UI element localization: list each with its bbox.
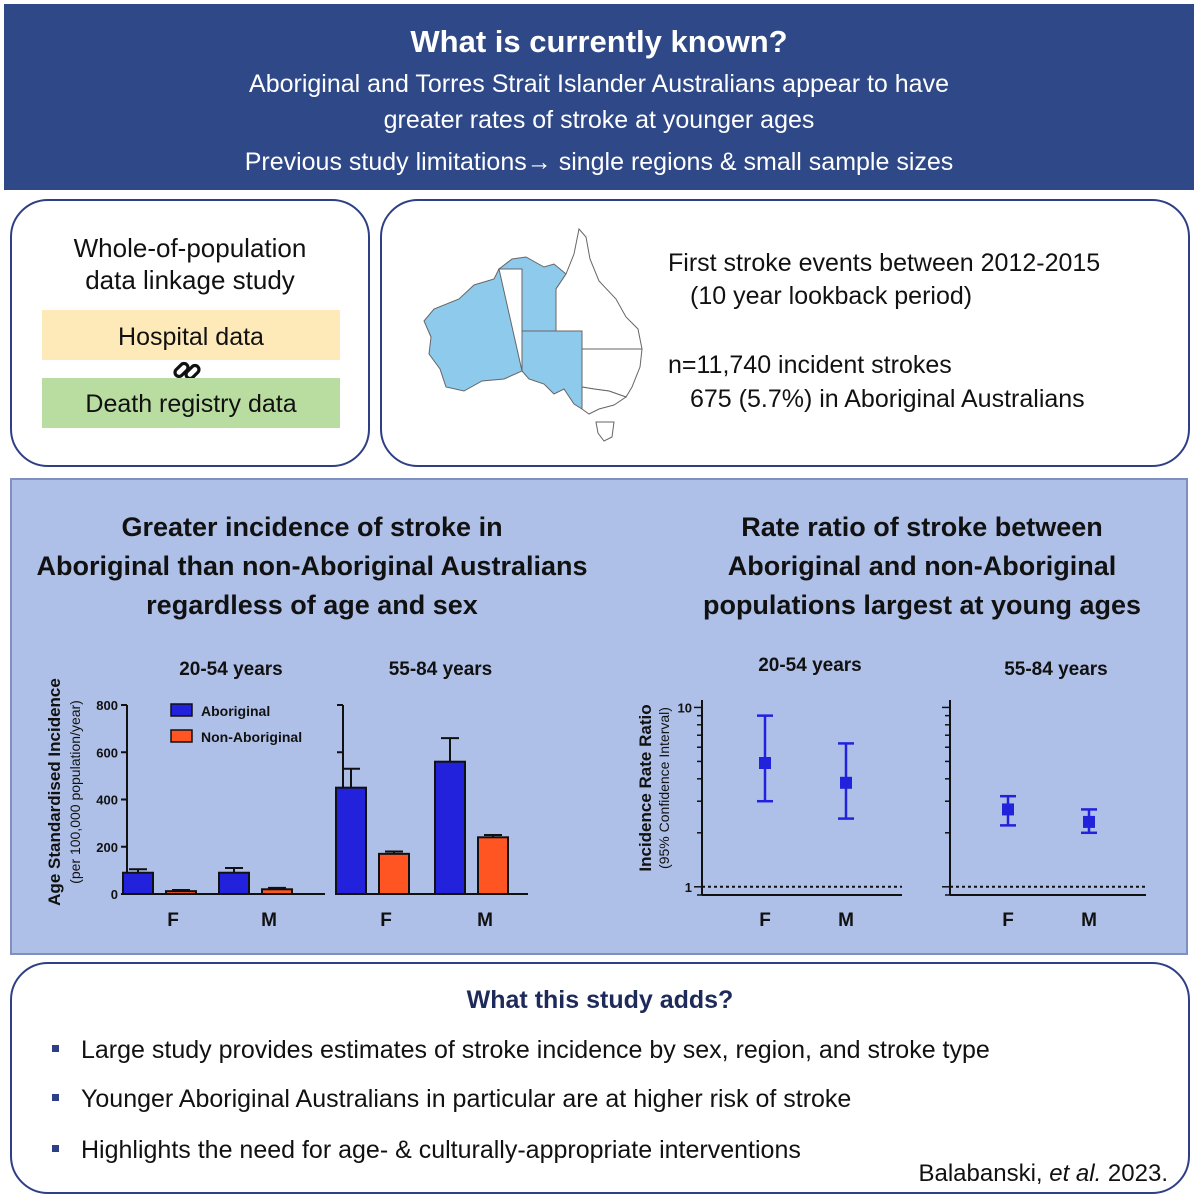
bar-category-label: M xyxy=(477,910,493,931)
stroke-events-box: First stroke events between 2012-2015 (1… xyxy=(380,199,1190,467)
study-title-line-2: data linkage study xyxy=(85,265,295,295)
legend-label: Aboriginal xyxy=(201,703,270,719)
ratio-panel-title: Rate ratio of stroke between Aboriginal … xyxy=(637,508,1198,625)
events-line-2: (10 year lookback period) xyxy=(690,282,973,310)
header-banner: What is currently known? Aboriginal and … xyxy=(4,4,1194,190)
incidence-panel-title: Greater incidence of stroke in Aborigina… xyxy=(22,508,602,625)
ratio-point xyxy=(1083,815,1095,828)
ratio-point xyxy=(759,756,771,769)
bar-y-tick-label: 200 xyxy=(96,840,118,855)
events-line-1: First stroke events between 2012-2015 xyxy=(668,249,1101,277)
adds-bullet-1: Large study provides estimates of stroke… xyxy=(52,1036,990,1065)
legend-swatch xyxy=(170,703,193,717)
bar-y-tick-label: 600 xyxy=(96,745,118,760)
bar-y-tick-label: 400 xyxy=(96,793,118,808)
bullet-square-icon xyxy=(52,1144,59,1152)
bar-non-aboriginal xyxy=(378,852,410,896)
bar-non-aboriginal xyxy=(261,888,293,896)
adds-title: What this study adds? xyxy=(466,986,734,1014)
bar-non-aboriginal xyxy=(477,836,509,895)
study-title-line-1: Whole-of-population xyxy=(73,233,307,263)
ratio-point xyxy=(1002,803,1014,816)
adds-bullet-3: Highlights the need for age- & culturall… xyxy=(52,1136,801,1165)
events-line-3: n=11,740 incident strokes xyxy=(668,351,952,379)
incidence-title-line-2: Aboriginal than non-Aboriginal Australia… xyxy=(36,551,588,581)
bar-category-label: M xyxy=(261,910,277,931)
ratio-title-line-3: populations largest at young ages xyxy=(702,590,1142,620)
header-title: What is currently known? xyxy=(410,24,788,59)
bar-y-tick-label: 0 xyxy=(111,887,118,902)
ratio-ylabel: Incidence Rate Ratio xyxy=(636,704,655,871)
citation-year: 2023. xyxy=(1101,1160,1168,1187)
australia-map-icon xyxy=(404,219,644,459)
ratio-y-tick-label: 10 xyxy=(678,700,692,715)
bar-panel-title: 55-84 years xyxy=(389,659,493,680)
header-line-2: greater rates of stroke at younger ages xyxy=(383,106,815,134)
legend-label: Non-Aboriginal xyxy=(201,729,302,745)
ratio-ylabel-sub: (95% Confidence Interval) xyxy=(656,707,672,869)
bar-aboriginal xyxy=(218,871,250,895)
incidence-ylabel-sub: (per 100,000 population/year) xyxy=(67,700,83,884)
adds-bullet-2: Younger Aboriginal Australians in partic… xyxy=(52,1085,851,1114)
incidence-title-line-1: Greater incidence of stroke in xyxy=(121,512,503,542)
legend-swatch xyxy=(170,729,193,743)
ratio-category-label: M xyxy=(838,910,854,931)
citation-author: Balabanski, xyxy=(918,1160,1050,1187)
bar-aboriginal xyxy=(122,871,154,895)
ratio-category-label: F xyxy=(1002,910,1014,931)
ratio-title-line-2: Aboriginal and non-Aboriginal xyxy=(727,551,1117,581)
ratio-panel-title: 55-84 years xyxy=(1004,659,1108,680)
bar-y-tick-label: 800 xyxy=(96,698,118,713)
ratio-point xyxy=(840,776,852,789)
header-line-1: Aboriginal and Torres Strait Islander Au… xyxy=(249,70,949,98)
incidence-title-line-3: regardless of age and sex xyxy=(146,590,478,620)
study-design-box: Whole-of-population data linkage study H… xyxy=(10,199,370,467)
death-registry-label: Death registry data xyxy=(42,378,340,428)
bar-category-label: F xyxy=(380,910,392,931)
bar-non-aboriginal xyxy=(165,890,197,895)
bar-aboriginal xyxy=(335,786,367,895)
adds-bullet-text: Large study provides estimates of stroke… xyxy=(81,1036,990,1064)
ratio-y-tick-label: 1 xyxy=(685,880,692,895)
header-line-3: Previous study limitations→ single regio… xyxy=(244,148,954,176)
results-panel: Greater incidence of stroke in Aborigina… xyxy=(10,478,1188,955)
citation-etal: et al. xyxy=(1049,1160,1102,1187)
citation: Balabanski, et al. 2023. xyxy=(918,1160,1168,1188)
bullet-square-icon xyxy=(52,1044,59,1052)
incidence-ylabel: Age Standardised Incidence xyxy=(45,678,64,906)
hospital-data-label: Hospital data xyxy=(42,310,340,360)
ratio-category-label: F xyxy=(759,910,771,931)
bar-panel-title: 20-54 years xyxy=(179,659,283,680)
study-adds-box: What this study adds? Large study provid… xyxy=(10,962,1190,1194)
adds-bullet-text: Highlights the need for age- & culturall… xyxy=(81,1136,801,1164)
ratio-title-line-1: Rate ratio of stroke between xyxy=(741,512,1103,542)
adds-bullet-text: Younger Aboriginal Australians in partic… xyxy=(81,1085,852,1113)
ratio-panel-title: 20-54 years xyxy=(758,655,862,676)
events-line-4: 675 (5.7%) in Aboriginal Australians xyxy=(690,385,1085,413)
bar-aboriginal xyxy=(434,760,466,896)
link-icon xyxy=(172,356,202,386)
bar-category-label: F xyxy=(167,910,179,931)
ratio-category-label: M xyxy=(1081,910,1097,931)
bullet-square-icon xyxy=(52,1093,59,1101)
